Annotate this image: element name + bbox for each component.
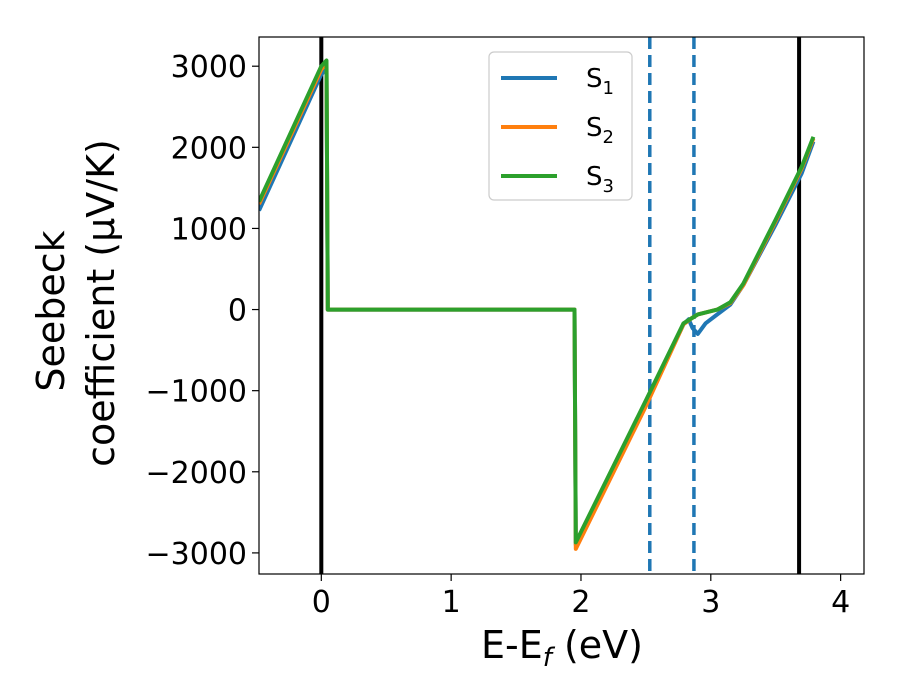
- y-axis-title-line1: Seebeck: [29, 230, 73, 391]
- legend-box: [488, 51, 633, 201]
- y-tick-label: −1000: [146, 375, 247, 410]
- legend-label-s1: S1: [586, 64, 614, 99]
- y-tick-label: −2000: [146, 456, 247, 491]
- y-tick-label: 2000: [171, 131, 247, 166]
- y-tick-label: −3000: [146, 537, 247, 572]
- y-axis-ticks: −3000 −2000 −1000 0 1000 2000 3000: [146, 50, 259, 572]
- plot-frame: [258, 36, 865, 575]
- x-tick-label: 4: [831, 585, 850, 620]
- legend-label-s3: S3: [586, 162, 614, 197]
- x-tick-label: 3: [701, 585, 720, 620]
- x-tick-label: 0: [312, 585, 331, 620]
- plot-area: [258, 36, 865, 575]
- legend: S1 S2 S3: [488, 51, 633, 201]
- plot-lines: [259, 37, 816, 574]
- y-axis-title-line2: coefficient (μV/K): [79, 139, 123, 467]
- x-tick-label: 1: [442, 585, 461, 620]
- y-tick-label: 1000: [171, 212, 247, 247]
- x-axis-title: E-Ef (eV): [481, 623, 643, 673]
- y-tick-label: 3000: [171, 50, 247, 85]
- x-tick-label: 2: [571, 585, 590, 620]
- series-line-s3: [259, 58, 816, 545]
- x-axis-ticks: 0 1 2 3 4: [312, 574, 850, 620]
- legend-label-s2: S2: [586, 113, 614, 148]
- y-tick-label: 0: [228, 294, 247, 329]
